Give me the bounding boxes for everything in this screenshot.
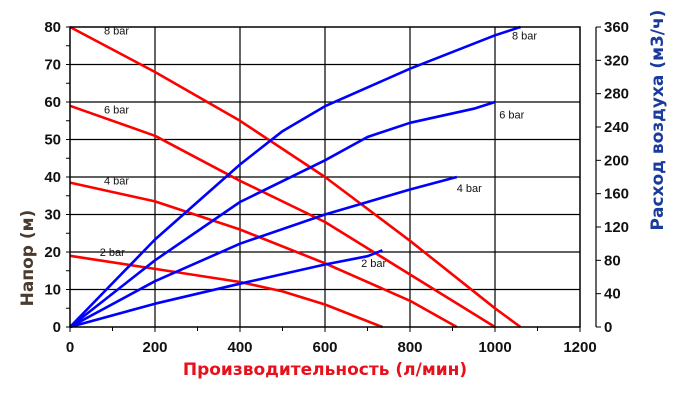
air-flow-curve-8-bar	[69, 25, 521, 328]
head-curve-6-bar	[69, 104, 496, 329]
x-tick-label: 200	[142, 339, 167, 356]
bottom-axis: 0 200 400 600 800 1000 1200	[66, 327, 597, 356]
curve-label: 6 bar	[499, 110, 524, 122]
y2-tick-label: 160	[604, 186, 629, 203]
y2-tick-label: 40	[604, 286, 621, 303]
head-curve-2-bar	[69, 254, 383, 329]
x-tick-label: 800	[397, 339, 422, 356]
y2-tick-label: 120	[604, 219, 629, 236]
y-tick-label: 70	[44, 57, 61, 74]
curve-label: 4 bar	[457, 183, 482, 195]
y-tick-label: 0	[53, 319, 61, 336]
y2-tick-label: 0	[604, 319, 612, 336]
head-curve-4-bar	[69, 181, 458, 329]
curve-label: 8 bar	[512, 31, 537, 43]
y-tick-label: 80	[44, 19, 61, 36]
right-axis: 0 40 80 120 160 200 240 280 320 360	[595, 19, 629, 336]
y-tick-label: 10	[44, 282, 61, 299]
curve-labels: 8 bar 6 bar 4 bar 2 bar 8 bar 6 bar 4 bar 2 bar	[100, 26, 538, 271]
y2-tick-label: 240	[604, 119, 629, 136]
air-flow-curve-2-bar	[69, 249, 383, 329]
y2-tick-label: 80	[604, 252, 621, 269]
y2-tick-label: 360	[604, 19, 629, 36]
y2-axis-title: Расход воздуха (м3/ч)	[648, 10, 668, 231]
y-tick-label: 40	[44, 169, 61, 186]
x-axis-title: Производительность (л/мин)	[183, 360, 467, 380]
y-tick-label: 60	[44, 94, 61, 111]
x-tick-label: 400	[227, 339, 252, 356]
y-tick-label: 20	[44, 244, 61, 261]
x-tick-label: 0	[66, 339, 74, 356]
x-tick-label: 1200	[563, 339, 596, 356]
y2-tick-label: 320	[604, 52, 629, 69]
curve-label: 8 bar	[104, 26, 129, 38]
curve-label: 4 bar	[104, 176, 129, 188]
y-tick-label: 50	[44, 132, 61, 149]
head-curve-8-bar	[69, 25, 522, 329]
air-flow-curve-4-bar	[69, 175, 458, 329]
x-tick-label: 600	[312, 339, 337, 356]
y-tick-label: 30	[44, 207, 61, 224]
left-axis: 0 10 20 30 40 50 60 70 80	[44, 19, 70, 336]
curve-label: 6 bar	[104, 104, 129, 116]
air-flow-curve-6-bar	[69, 100, 496, 329]
curve-label: 2 bar	[100, 247, 125, 259]
y2-tick-label: 280	[604, 86, 629, 103]
x-tick-label: 1000	[478, 339, 511, 356]
curves	[69, 25, 522, 329]
curve-label: 2 bar	[361, 258, 386, 270]
y2-tick-label: 200	[604, 152, 629, 169]
y-axis-title: Напор (м)	[18, 210, 38, 307]
